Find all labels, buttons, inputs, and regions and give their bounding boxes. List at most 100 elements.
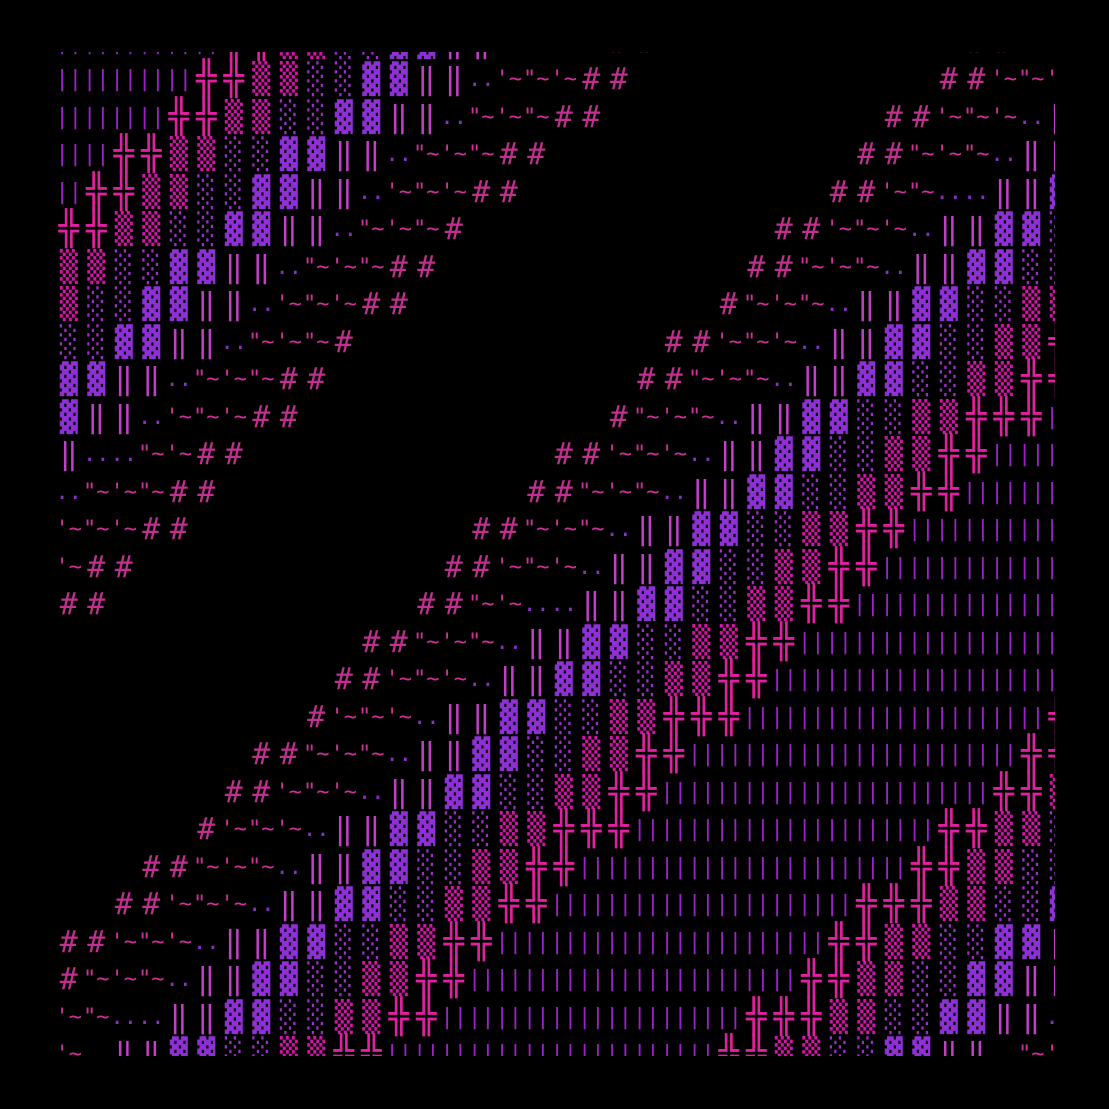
glyph-hash: # [857, 174, 876, 210]
glyph-dark-shade: ▓ [939, 287, 958, 323]
glyph-bars: || [880, 592, 908, 618]
glyph-dark-shade: ▓ [912, 287, 931, 323]
glyph-medium-shade: ▒ [802, 549, 821, 585]
glyph-bars: || [853, 817, 880, 843]
glyph-double-bar: ‖ [362, 137, 381, 173]
glyph-dark-shade: ▓ [582, 662, 601, 698]
glyph-light-shade: ░ [334, 62, 353, 98]
glyph-hash: # [582, 62, 601, 98]
glyph-tilde: "~ [468, 104, 495, 130]
glyph-light-shade: ░ [637, 662, 656, 698]
glyph-tilde: '~ [110, 517, 138, 543]
glyph-bars: || [1018, 442, 1045, 468]
glyph-medium-shade: ▒ [142, 174, 161, 210]
glyph-double-bar: ‖ [307, 849, 326, 885]
glyph-tilde: '~ [990, 104, 1018, 130]
glyph-tilde: '~ [825, 254, 853, 280]
glyph-dots: .. [990, 1042, 1018, 1056]
glyph-double-bar: ‖ [252, 249, 271, 285]
glyph-tilde: "~ [1018, 67, 1045, 93]
glyph-medium-shade: ▒ [912, 924, 931, 960]
glyph-medium-shade: ▒ [967, 887, 986, 923]
glyph-cross: ╬ [248, 52, 276, 61]
glyph-light-shade: ░ [307, 62, 326, 98]
glyph-double-bar: ‖ [417, 99, 436, 135]
glyph-bars: || [715, 817, 743, 843]
glyph-dark-shade: ▓ [692, 549, 711, 585]
glyph-bars: || [55, 179, 83, 205]
glyph-hash: # [389, 249, 408, 285]
glyph-light-shade: ░ [252, 137, 271, 173]
glyph-bars: || [385, 1042, 413, 1056]
glyph-medium-shade: ▒ [609, 737, 628, 773]
glyph-medium-shade: ▒ [857, 999, 876, 1035]
glyph-hash: # [224, 774, 243, 810]
glyph-tilde: '~ [990, 67, 1018, 93]
glyph-light-shade: ░ [114, 249, 133, 285]
glyph-tilde: '~ [165, 892, 193, 918]
glyph-light-shade: ░ [224, 137, 243, 173]
glyph-tilde: "~ [413, 217, 440, 243]
glyph-bars: || [770, 929, 798, 955]
glyph-dots: .. [880, 254, 908, 280]
glyph-dark-shade: ▓ [609, 624, 628, 660]
glyph-bars: || [605, 1004, 633, 1030]
glyph-double-bar: ‖ [417, 774, 436, 810]
glyph-cross: ╬ [746, 659, 767, 700]
glyph-medium-shade: ▒ [609, 699, 628, 735]
glyph-light-shade: ░ [279, 999, 298, 1035]
glyph-bars: || [633, 967, 660, 993]
glyph-tilde: "~ [743, 292, 770, 318]
glyph-bars: || [935, 779, 963, 805]
glyph-medium-shade: ▒ [774, 587, 793, 623]
glyph-bars: || [165, 52, 193, 61]
glyph-medium-shade: ▒ [59, 287, 78, 323]
glyph-double-bar: ‖ [444, 62, 463, 98]
glyph-double-bar: ‖ [1022, 962, 1041, 998]
glyph-double-bar: ‖ [527, 662, 546, 698]
glyph-cross: ╬ [113, 134, 134, 175]
glyph-medium-shade: ▒ [912, 399, 931, 435]
glyph-double-bar: ‖ [224, 249, 243, 285]
glyph-medium-shade: ▒ [307, 1037, 326, 1056]
glyph-hash: # [605, 52, 633, 61]
glyph-double-bar: ‖ [444, 737, 463, 773]
glyph-cross: ╬ [938, 471, 959, 512]
glyph-hash: # [444, 549, 463, 585]
glyph-bars: || [1045, 479, 1056, 505]
glyph-double-bar: ‖ [142, 362, 161, 398]
glyph-bars: || [798, 742, 825, 768]
glyph-medium-shade: ▒ [197, 137, 216, 173]
glyph-dots: .. [165, 367, 193, 393]
glyph-medium-shade: ▒ [857, 474, 876, 510]
glyph-double-bar: ‖ [912, 249, 931, 285]
glyph-dark-shade: ▓ [444, 774, 463, 810]
glyph-bars: || [193, 52, 221, 61]
glyph-double-bar: ‖ [1045, 924, 1055, 962]
glyph-medium-shade: ▒ [252, 99, 271, 135]
glyph-light-shade: ░ [1045, 211, 1055, 249]
glyph-light-shade: ░ [829, 474, 848, 510]
glyph-medium-shade: ▒ [884, 962, 903, 998]
glyph-bars: || [770, 704, 798, 730]
glyph-dark-shade: ▓ [252, 999, 271, 1035]
glyph-cross: ╬ [608, 771, 629, 812]
glyph-light-shade: ░ [554, 737, 573, 773]
glyph-bars: || [660, 1004, 688, 1030]
glyph-hash: # [197, 474, 216, 510]
glyph-dark-shade: ▓ [747, 474, 766, 510]
glyph-tilde: '~ [935, 142, 963, 168]
glyph-cross: ╬ [828, 959, 849, 1000]
glyph-dark-shade: ▓ [279, 924, 298, 960]
glyph-light-shade: ░ [1022, 249, 1041, 285]
glyph-dots: .. [550, 592, 578, 618]
glyph-double-bar: ‖ [1045, 99, 1055, 137]
glyph-bars: || [1045, 667, 1056, 693]
glyph-light-shade: ░ [87, 287, 106, 323]
glyph-light-shade: ░ [967, 324, 986, 360]
glyph-bars: || [688, 742, 715, 768]
glyph-hash: # [582, 99, 601, 135]
glyph-bars: || [715, 967, 743, 993]
glyph-dark-shade: ▓ [582, 624, 601, 660]
glyph-dark-shade: ▓ [664, 549, 683, 585]
